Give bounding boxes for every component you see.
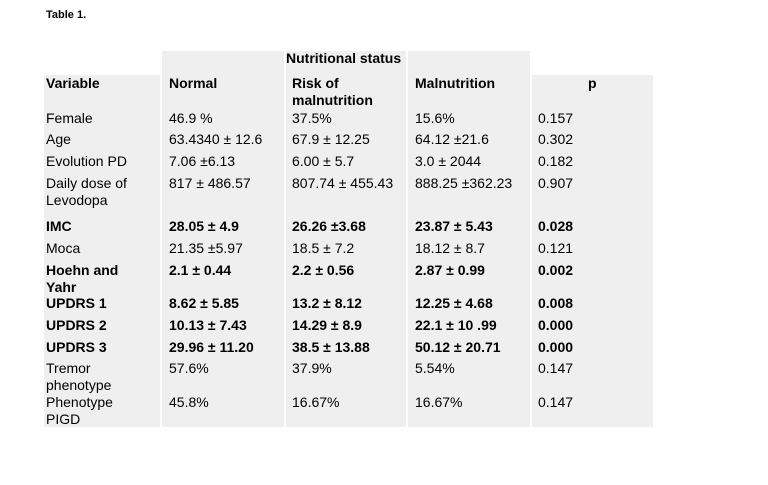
risk-cell: 807.74 ± 455.43: [292, 175, 394, 191]
group-header: Nutritional status: [286, 50, 402, 66]
normal-column-bg: [162, 51, 284, 427]
malnutrition-cell: 16.67%: [415, 394, 463, 410]
variable-cell: Age: [46, 131, 71, 147]
p-value-cell: 0.002: [538, 262, 574, 278]
risk-cell: 37.5%: [292, 110, 332, 126]
p-column-bg: [532, 75, 653, 427]
variable-cell: Daily dose of: [46, 175, 127, 191]
table-caption: Table 1.: [46, 9, 87, 21]
variable-cell: Phenotype: [46, 394, 113, 410]
variable-cell: Evolution PD: [46, 153, 127, 169]
normal-cell: 8.62 ± 5.85: [169, 295, 239, 311]
normal-cell: 63.4340 ± 12.6: [169, 131, 263, 147]
p-value-cell: 0.302: [538, 131, 574, 147]
p-value-cell: 0.182: [538, 153, 574, 169]
malnutrition-cell: 3.0 ± 2044: [415, 153, 482, 169]
p-value-cell: 0.008: [538, 295, 574, 311]
variable-cell: UPDRS 2: [46, 317, 107, 333]
risk-cell: 67.9 ± 12.25: [292, 131, 370, 147]
normal-cell: 45.8%: [169, 394, 209, 410]
malnutrition-cell: 12.25 ± 4.68: [415, 295, 493, 311]
risk-cell: 13.2 ± 8.12: [292, 295, 362, 311]
normal-cell: 29.96 ± 11.20: [169, 339, 254, 355]
malnutrition-cell: 64.12 ±21.6: [415, 131, 489, 147]
variable-column-bg: [44, 75, 160, 427]
variable-cell: Moca: [46, 240, 81, 256]
risk-cell: 18.5 ± 7.2: [292, 240, 355, 256]
malnutrition-cell: 15.6%: [415, 110, 455, 126]
variable-cell: UPDRS 3: [46, 339, 107, 355]
malnutrition-cell: 22.1 ± 10 .99: [415, 317, 497, 333]
variable-cell: Female: [46, 110, 93, 126]
p-value-cell: 0.121: [538, 240, 574, 256]
normal-cell: 21.35 ±5.97: [169, 240, 243, 256]
malnutrition-cell: 2.87 ± 0.99: [415, 262, 485, 278]
malnutrition-cell: 5.54%: [415, 360, 455, 376]
variable-cell: Hoehn and: [46, 262, 119, 278]
p-value-cell: 0.147: [538, 394, 574, 410]
variable-cell: UPDRS 1: [46, 295, 107, 311]
risk-cell: 37.9%: [292, 360, 332, 376]
normal-cell: 57.6%: [169, 360, 209, 376]
risk-cell: 6.00 ± 5.7: [292, 153, 355, 169]
normal-cell: 817 ± 486.57: [169, 175, 251, 191]
p-value-cell: 0.000: [538, 317, 574, 333]
header-risk-line1: Risk of: [292, 75, 339, 91]
risk-column-bg: [286, 51, 406, 427]
header-malnutrition: Malnutrition: [415, 75, 496, 91]
malnutrition-cell: 888.25 ±362.23: [415, 175, 513, 191]
p-value-cell: 0.157: [538, 110, 574, 126]
p-value-cell: 0.147: [538, 360, 574, 376]
malnutrition-cell: 50.12 ± 20.71: [415, 339, 501, 355]
malnutrition-column-bg: [408, 51, 530, 427]
variable-cell: Levodopa: [46, 192, 108, 208]
risk-cell: 26.26 ±3.68: [292, 218, 366, 234]
p-value-cell: 0.028: [538, 218, 574, 234]
p-value-cell: 0.000: [538, 339, 574, 355]
variable-cell: IMC: [46, 218, 72, 234]
variable-cell: Yahr: [46, 279, 77, 295]
normal-cell: 28.05 ± 4.9: [169, 218, 239, 234]
header-risk-line2: malnutrition: [292, 92, 373, 108]
risk-cell: 16.67%: [292, 394, 340, 410]
header-normal: Normal: [169, 75, 218, 91]
normal-cell: 10.13 ± 7.43: [169, 317, 247, 333]
header-p: p: [588, 75, 597, 91]
malnutrition-cell: 23.87 ± 5.43: [415, 218, 493, 234]
normal-cell: 46.9 %: [169, 110, 213, 126]
variable-cell: PIGD: [46, 411, 81, 427]
normal-cell: 7.06 ±6.13: [169, 153, 236, 169]
risk-cell: 38.5 ± 13.88: [292, 339, 370, 355]
normal-cell: 2.1 ± 0.44: [169, 262, 232, 278]
risk-cell: 14.29 ± 8.9: [292, 317, 362, 333]
risk-cell: 2.2 ± 0.56: [292, 262, 355, 278]
header-variable: Variable: [46, 75, 100, 91]
p-value-cell: 0.907: [538, 175, 574, 191]
malnutrition-cell: 18.12 ± 8.7: [415, 240, 485, 256]
variable-cell: Tremor: [46, 360, 91, 376]
variable-cell: phenotype: [46, 377, 112, 393]
